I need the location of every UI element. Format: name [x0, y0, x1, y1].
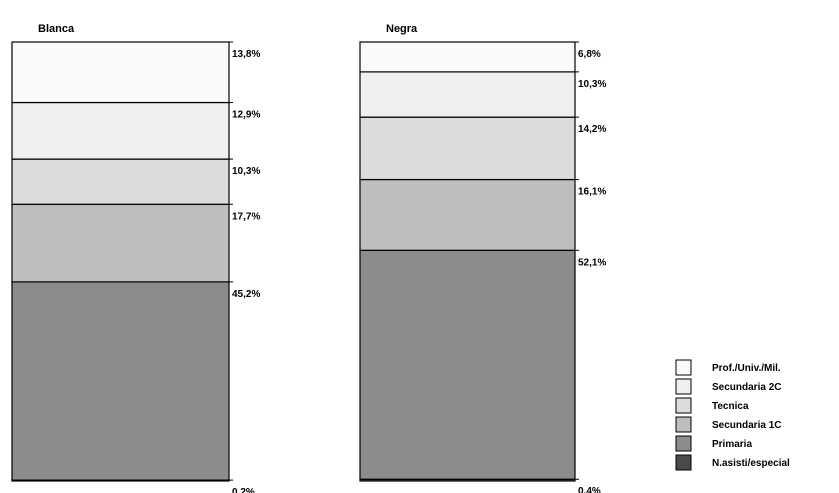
data-label-negra-prof-univ-mil: 6,8% — [578, 49, 601, 60]
segment-negra-primaria — [359, 249, 576, 480]
data-label-blanca-prof-univ-mil: 13,8% — [232, 49, 260, 60]
data-label-negra-secundaria-1c: 16,1% — [578, 187, 606, 198]
segment-negra-tecnica — [359, 116, 576, 181]
data-label-blanca-secundaria-2c: 12,9% — [232, 110, 260, 121]
bar-title-blanca: Blanca — [38, 23, 75, 35]
legend-swatch-secundaria-2c — [675, 378, 692, 395]
data-label-negra-tecnica: 14,2% — [578, 124, 606, 135]
legend-swatch-n-asisti-especial — [675, 454, 692, 471]
segment-blanca-primaria — [11, 281, 230, 481]
segment-negra-prof-univ-mil — [359, 41, 576, 73]
data-label-blanca-n-asisti-especial: 0,2% — [232, 487, 255, 493]
legend-label-n-asisti-especial: N.asisti/especial — [712, 458, 790, 469]
legend-swatch-secundaria-1c — [675, 416, 692, 433]
legend-swatch-tecnica — [675, 397, 692, 414]
bar-title-negra: Negra — [386, 23, 418, 35]
bars-layer: Blanca 0,2% 45,2% 17,7% 10,3% 12,9% 13,8% Negra… — [11, 23, 606, 493]
segment-blanca-secundaria-1c — [11, 203, 230, 283]
segment-blanca-prof-univ-mil — [11, 41, 230, 104]
data-label-blanca-primaria: 45,2% — [232, 289, 260, 300]
segment-blanca-tecnica — [11, 158, 230, 205]
legend-label-secundaria-2c: Secundaria 2C — [712, 382, 781, 393]
data-label-negra-primaria: 52,1% — [578, 257, 606, 268]
data-label-blanca-tecnica: 10,3% — [232, 166, 260, 177]
legend-label-primaria: Primaria — [712, 439, 752, 450]
segment-negra-secundaria-1c — [359, 178, 576, 251]
legend-label-tecnica: Tecnica — [712, 401, 749, 412]
data-label-blanca-secundaria-1c: 17,7% — [232, 211, 260, 222]
legend: Prof./Univ./Mil. Secundaria 2C Tecnica Secu… — [675, 359, 790, 471]
legend-label-prof-univ-mil: Prof./Univ./Mil. — [712, 363, 781, 374]
legend-label-secundaria-1c: Secundaria 1C — [712, 420, 781, 431]
legend-swatch-primaria — [675, 435, 692, 452]
legend-swatch-prof-univ-mil — [675, 359, 692, 376]
segment-blanca-secundaria-2c — [11, 101, 230, 160]
data-label-negra-n-asisti-especial: 0,4% — [578, 486, 601, 493]
data-label-negra-secundaria-2c: 10,3% — [578, 79, 606, 90]
segment-negra-secundaria-2c — [359, 71, 576, 118]
